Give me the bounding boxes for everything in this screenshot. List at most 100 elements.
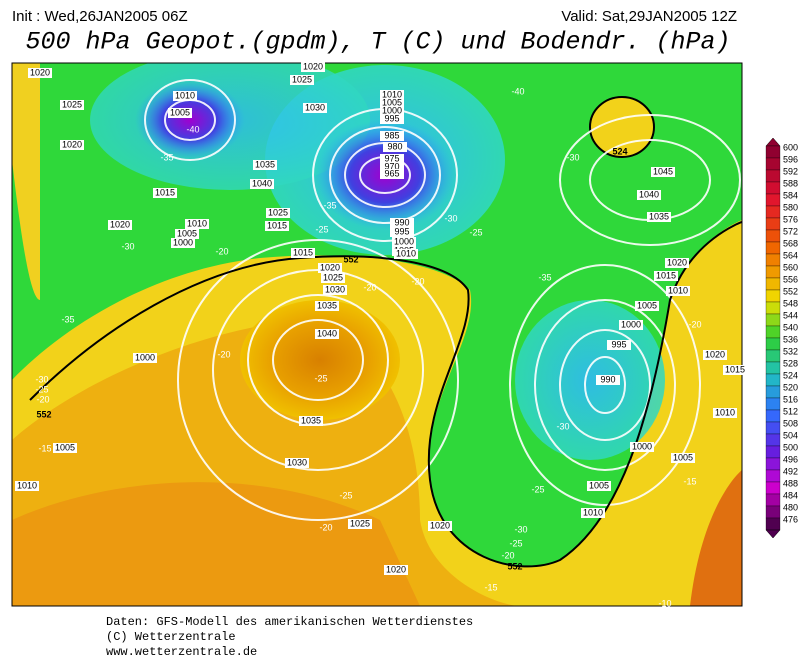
temperature-label: -15 (484, 582, 497, 592)
isobar-label-bg (666, 286, 690, 296)
isobar-label: 1020 (303, 61, 323, 71)
isobar-label: 970 (384, 161, 399, 171)
isobar-label-bg (285, 458, 309, 468)
isobar-label-bg (175, 229, 199, 239)
colorbar-label: 512 (783, 406, 798, 416)
isobar-label-bg (380, 106, 404, 116)
temperature-label: -25 (315, 224, 328, 234)
temperature-label: -20 (501, 550, 514, 560)
temperature-label: -35 (323, 200, 336, 210)
colorbar-label: 520 (783, 382, 798, 392)
isobar-label: 990 (394, 217, 409, 227)
isobar-label: 1010 (175, 90, 195, 100)
isobar-label: 1020 (320, 262, 340, 272)
isobar-label: 975 (384, 153, 399, 163)
colorbar-segment (765, 505, 781, 519)
colorbar-segment (765, 445, 781, 459)
colorbar-label: 504 (783, 430, 798, 440)
isobar-label: 1030 (325, 284, 345, 294)
colorbar-segment (765, 301, 781, 315)
colorbar-segment (765, 397, 781, 411)
isobar-label: 1025 (292, 74, 312, 84)
map-labels: 1020 1025 1020 1010 1005 1015 1010 1005 1000 1020… (15, 61, 747, 608)
isobar-label-bg (581, 508, 605, 518)
isobar-label: 995 (394, 226, 409, 236)
colorbar-label: 568 (783, 238, 798, 248)
isobar-label: 1005 (589, 480, 609, 490)
warm-west (12, 63, 40, 300)
isobar-label-bg (290, 75, 314, 85)
isobar-label-bg (15, 481, 39, 491)
isobar-label-bg (383, 142, 407, 152)
temperature-label: -20 (217, 349, 230, 359)
isobar-label-bg (703, 350, 727, 360)
isobar-label: 1020 (430, 520, 450, 530)
isobar-label-bg (168, 108, 192, 118)
colorbar-segment (765, 433, 781, 447)
isobar-label-bg (108, 220, 132, 230)
isobar-label-bg (665, 258, 689, 268)
isobar-label: 1025 (62, 99, 82, 109)
colorbar-label: 496 (783, 454, 798, 464)
isobar-label-bg (315, 301, 339, 311)
isobar-label: 1005 (170, 107, 190, 117)
footer-line: www.wetterzentrale.de (106, 645, 257, 658)
isobar-label: 1020 (667, 257, 687, 267)
isobar-label: 1000 (135, 352, 155, 362)
isobar-label-bg (348, 519, 372, 529)
isobar-label-bg (171, 238, 195, 248)
colorbar-segment (765, 229, 781, 243)
isobar-label: 1015 (725, 364, 745, 374)
isobar-label-bg (723, 365, 747, 375)
colorbar-label: 500 (783, 442, 798, 452)
colorbar-segment (765, 157, 781, 171)
colorbar-label: 560 (783, 262, 798, 272)
isobar-label-bg (299, 416, 323, 426)
temperature-label: -35 (538, 272, 551, 282)
isobar-label: 1040 (317, 328, 337, 338)
colorbar-label: 532 (783, 346, 798, 356)
isobar-label-bg (380, 90, 404, 100)
colorbar-label: 480 (783, 502, 798, 512)
isobar-label: 1020 (705, 349, 725, 359)
isobar-label-bg (596, 375, 620, 385)
isobar-label: 1000 (621, 319, 641, 329)
temperature-label: -35 (160, 152, 173, 162)
isobar-label-bg (619, 320, 643, 330)
isobar-label-bg (153, 188, 177, 198)
isobar-label-bg (291, 248, 315, 258)
colorbar-segment (765, 277, 781, 291)
colorbar-label: 572 (783, 226, 798, 236)
colorbar-label: 552 (783, 286, 798, 296)
colorbar-label: 580 (783, 202, 798, 212)
isobar-label-bg (60, 100, 84, 110)
isobar-label: 1015 (267, 220, 287, 230)
temperature-label: -15 (683, 476, 696, 486)
isobar-label: 1005 (55, 442, 75, 452)
temperature-label: -20 (215, 246, 228, 256)
colorbar-label: 584 (783, 190, 798, 200)
isobar-label-bg (390, 227, 414, 237)
temperature-label: -25 (509, 538, 522, 548)
isobar-label-bg (428, 521, 452, 531)
colorbar-label: 588 (783, 178, 798, 188)
map-title: 500 hPa Geopot.(gpdm), T (C) und Bodendr… (25, 28, 730, 57)
warm-region-south (12, 482, 420, 606)
temperature-label: -20 (319, 522, 332, 532)
temperature-label: -25 (314, 373, 327, 383)
isobar-label: 1005 (382, 97, 402, 107)
isobar-label-bg (587, 481, 611, 491)
colorbar-cap (765, 137, 781, 147)
isobar-label: 1040 (252, 178, 272, 188)
geopotential-label: 552 (343, 254, 358, 264)
isobar-label: 1010 (583, 507, 603, 517)
warm-corner (690, 470, 742, 606)
temperature-label: -25 (469, 227, 482, 237)
colorbar-label: 600 (783, 142, 798, 152)
colorbar-cap (765, 529, 781, 539)
isobar-label-bg (384, 565, 408, 575)
isobar-label-bg (390, 218, 414, 228)
colorbar-segment (765, 469, 781, 483)
colorbar-segment (765, 457, 781, 471)
